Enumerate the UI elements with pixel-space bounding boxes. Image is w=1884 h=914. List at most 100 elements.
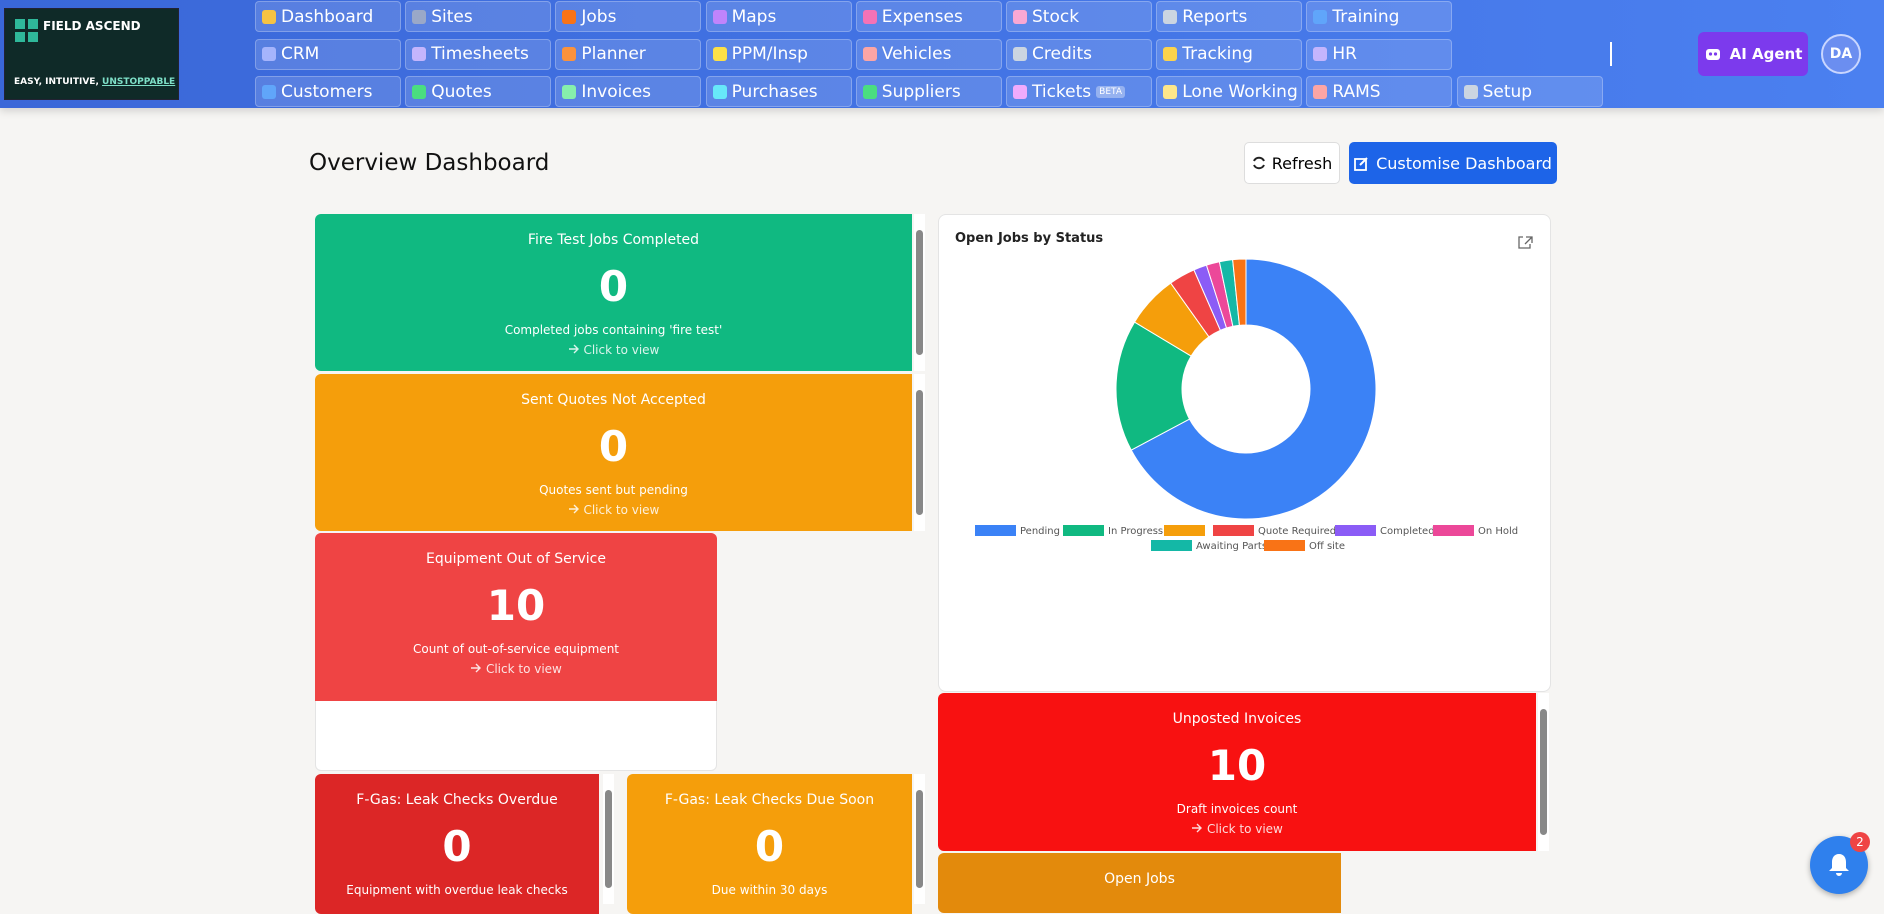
- scroll-thumb: [916, 390, 923, 515]
- nav-button[interactable]: Expenses: [855, 1, 1002, 32]
- customise-button[interactable]: Customise Dashboard: [1349, 142, 1557, 184]
- nav-button[interactable]: Tracking: [1156, 38, 1303, 70]
- refresh-button[interactable]: Refresh: [1244, 142, 1340, 184]
- widget-value: 0: [754, 822, 785, 871]
- widget-link[interactable]: Click to view: [315, 343, 912, 357]
- widget-value: 0: [598, 422, 629, 471]
- nav-label: Expenses: [881, 6, 963, 27]
- nav-icon: [862, 9, 877, 24]
- widget-card[interactable]: Sent Quotes Not Accepted 0 Quotes sent but…: [315, 374, 912, 531]
- widget-card[interactable]: F-Gas: Leak Checks Due Soon 0 Due within 3…: [627, 774, 912, 914]
- notification-count: 2: [1850, 832, 1870, 852]
- widget-link[interactable]: Click to view: [315, 503, 912, 517]
- widget-link[interactable]: Click to view: [315, 662, 717, 676]
- nav-button[interactable]: Maps: [705, 1, 852, 32]
- nav-label: CRM: [281, 44, 320, 64]
- nav-button[interactable]: Planner: [555, 38, 702, 70]
- nav-icon: [1013, 84, 1027, 99]
- widget-card[interactable]: Equipment Out of Service 10 Count of out-o…: [315, 533, 717, 701]
- widget-link[interactable]: Click to view: [938, 822, 1536, 836]
- nav-label: Customers: [281, 81, 373, 102]
- donut-slice: [1232, 258, 1247, 326]
- nav-label: Tracking: [1182, 44, 1253, 64]
- widget-card[interactable]: Fire Test Jobs Completed 0 Completed jobs …: [315, 214, 912, 371]
- nav-button[interactable]: Purchases: [705, 76, 852, 107]
- link-label: Click to view: [583, 343, 660, 357]
- nav-button[interactable]: Tickets BETA: [1006, 76, 1152, 107]
- widget-description: Quotes sent but pending: [539, 483, 688, 497]
- nav-button[interactable]: Training: [1306, 1, 1453, 32]
- legend-swatch: [1433, 525, 1474, 536]
- nav-button[interactable]: Vehicles: [855, 38, 1002, 70]
- nav-label: Timesheets: [431, 44, 529, 64]
- widget-title: Unposted Invoices: [1172, 711, 1302, 727]
- widget-card[interactable]: F-Gas: Leak Checks Overdue 0 Equipment wit…: [315, 774, 599, 914]
- nav-button[interactable]: HR: [1306, 38, 1453, 70]
- nav-label: Stock: [1032, 6, 1080, 27]
- legend-label: In Progress: [1108, 526, 1163, 537]
- open-icon[interactable]: [1518, 236, 1533, 249]
- legend-label: On Hold: [1478, 526, 1518, 537]
- widget-card[interactable]: Open Jobs: [938, 853, 1341, 913]
- nav-button[interactable]: Jobs: [555, 1, 702, 32]
- widget-card[interactable]: Unposted Invoices 10 Draft invoices count …: [938, 693, 1536, 851]
- nav-icon: [412, 47, 427, 61]
- widget-description: Completed jobs containing 'fire test': [504, 323, 723, 337]
- ai-agent-button[interactable]: AI Agent: [1698, 32, 1808, 76]
- nav-button[interactable]: PPM/Insp: [705, 38, 852, 70]
- legend-label: Awaiting Parts: [1196, 541, 1267, 552]
- tagline: EASY, INTUITIVE,: [14, 77, 99, 87]
- logo[interactable]: FIELD ASCEND EASY, INTUITIVE, UNSTOPPABL…: [4, 8, 179, 100]
- nav-label: Training: [1332, 6, 1400, 27]
- nav-button[interactable]: Lone Working: [1156, 76, 1303, 107]
- nav-button[interactable]: Invoices: [555, 76, 702, 107]
- nav-icon: [1313, 47, 1328, 61]
- legend-swatch: [1151, 540, 1192, 551]
- nav-button[interactable]: Timesheets: [405, 38, 552, 70]
- legend-swatch: [1213, 525, 1254, 536]
- nav-label: Vehicles: [881, 44, 952, 64]
- notifications-button[interactable]: 2: [1810, 832, 1870, 894]
- logo-icon: [15, 19, 38, 42]
- tagline-em: UNSTOPPABLE: [102, 77, 176, 87]
- nav-button[interactable]: Credits: [1006, 38, 1152, 70]
- nav-button[interactable]: Suppliers: [855, 76, 1002, 107]
- nav-icon: [562, 47, 577, 61]
- link-label: Click to view: [1206, 822, 1283, 836]
- widget-value: 0: [598, 262, 629, 311]
- nav-button[interactable]: Reports: [1156, 1, 1303, 32]
- legend-swatch: [1264, 540, 1305, 551]
- nav-button[interactable]: CRM: [255, 38, 401, 70]
- nav-button[interactable]: Stock: [1006, 1, 1152, 32]
- nav-button[interactable]: Sites: [405, 1, 552, 32]
- nav-button[interactable]: Quotes: [405, 76, 552, 107]
- nav-label: Reports: [1182, 6, 1248, 27]
- link-label: Click to view: [583, 503, 660, 517]
- header: FIELD ASCEND EASY, INTUITIVE, UNSTOPPABL…: [0, 0, 1884, 108]
- legend-label: Pending: [1020, 526, 1060, 537]
- chart-card: Open Jobs by Status Pending In Progress Qu…: [938, 214, 1551, 692]
- widget-description: Count of out-of-service equipment: [412, 642, 619, 656]
- nav-label: HR: [1332, 44, 1357, 64]
- nav-icon: [1313, 84, 1328, 99]
- legend-label: Completed: [1380, 526, 1435, 537]
- legend-label: Off site: [1309, 541, 1345, 552]
- arrow-icon: [471, 663, 482, 673]
- legend-swatch: [975, 525, 1016, 536]
- widget-value: 10: [486, 581, 546, 630]
- nav-button[interactable]: Customers: [255, 76, 401, 107]
- scrollbar: [914, 774, 925, 904]
- robot-icon: [1705, 49, 1720, 60]
- nav-icon: [412, 84, 427, 99]
- nav-icon: [1163, 47, 1178, 61]
- link-label: Click to view: [485, 662, 562, 676]
- legend-swatch: [1335, 525, 1376, 536]
- nav-button[interactable]: RAMS: [1306, 76, 1453, 107]
- nav-icon: [1013, 47, 1027, 61]
- scroll-thumb: [916, 790, 923, 888]
- nav-button[interactable]: Setup: [1456, 76, 1603, 107]
- nav-button[interactable]: Dashboard: [255, 1, 401, 32]
- logo-name: FIELD ASCEND: [43, 19, 141, 33]
- avatar[interactable]: DA: [1821, 34, 1861, 74]
